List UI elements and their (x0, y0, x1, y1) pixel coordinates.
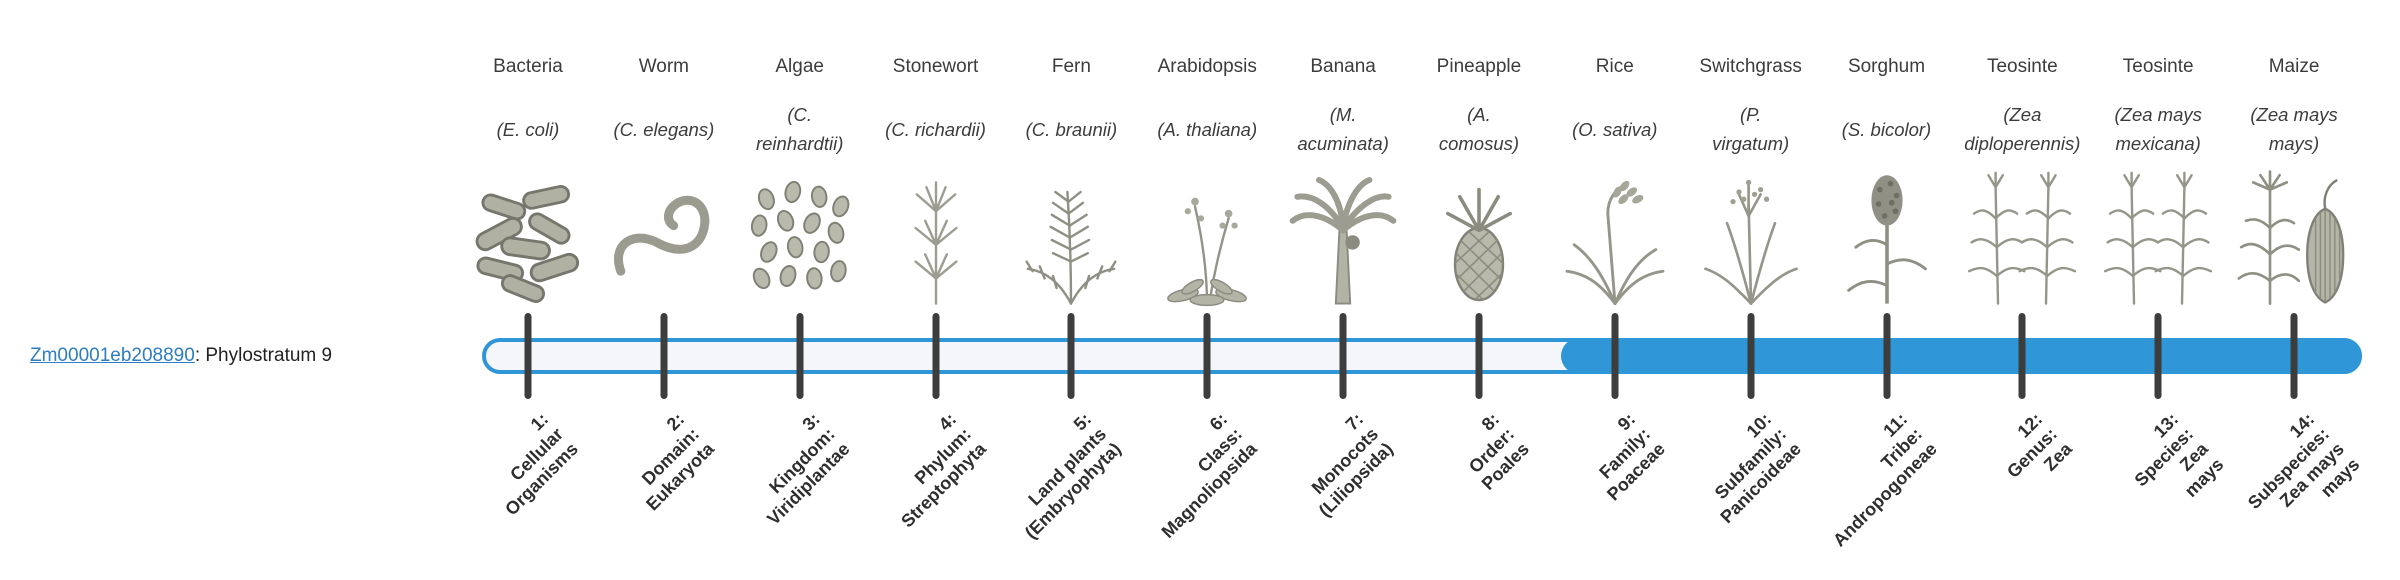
organism-scientific-name: (M. acuminata) (1297, 104, 1389, 154)
fern-illustration (1011, 166, 1131, 308)
gene-phylostratum-text: : Phylostratum 9 (194, 345, 333, 366)
organism-scientific-name: (P. virgatum) (1712, 104, 1790, 154)
organism-scientific-name: (S. bicolor) (1841, 118, 1932, 140)
stratum-label: 1: Cellular Organisms (501, 409, 583, 520)
gene-link[interactable]: Zm00001eb208890 (30, 345, 195, 366)
organism-name: Teosinte (1986, 56, 2058, 77)
timeline-tick (1611, 313, 1619, 399)
gene-label: Zm00001eb208890: Phylostratum 9 (30, 345, 332, 367)
organism-name: Switchgrass (1699, 56, 1802, 77)
stratum-label: 8: Order: Poales (1465, 409, 1534, 495)
organism-scientific-name: (Zea diploperennis) (1964, 104, 2081, 154)
timeline-tick (796, 313, 804, 399)
organism-name: Worm (638, 56, 689, 77)
stratum-label: 7: Monocots (Liliopsida) (1308, 409, 1398, 522)
stratum-label: 11: Tribe: Andropogoneae (1828, 409, 1941, 551)
organism-name: Maize (2268, 56, 2320, 77)
organism-scientific-name: (Zea mays mexicana) (2114, 104, 2202, 154)
stonewort-illustration (876, 166, 996, 308)
timeline-tick (2290, 313, 2298, 399)
organism-name: Stonewort (892, 56, 979, 77)
banana-illustration (1283, 166, 1403, 308)
timeline-tick (1475, 313, 1483, 399)
organism-name: Algae (775, 56, 824, 77)
stratum-label: 14: Subspecies: Zea mays mays (2244, 409, 2364, 514)
organism-name: Bacteria (493, 56, 563, 77)
organism-name: Rice (1595, 56, 1634, 77)
stratum-label: 13: Species: Zea mays (2130, 409, 2228, 501)
stratum-label: 6: Class: Magnoliopsida (1158, 409, 1262, 543)
timeline-tick (2154, 313, 2162, 399)
organism-name: Banana (1310, 56, 1376, 77)
timeline-tick (1067, 313, 1075, 399)
stratum-label: 5: Land plants (Embryophyta) (1021, 409, 1126, 543)
timeline-tick (1203, 313, 1211, 399)
stratum-label: 9: Family: Poaceae (1595, 409, 1669, 505)
stratum-label: 4: Phylum: Streptophyta (897, 409, 990, 532)
organism-scientific-name: (A. comosus) (1438, 104, 1520, 154)
organism-name: Pineapple (1436, 56, 1522, 77)
timeline-tick (932, 313, 940, 399)
organism-name: Teosinte (2122, 56, 2194, 77)
stratum-label: 10: Subfamily: Panicoideae (1710, 409, 1805, 528)
teosinte-illustration (2098, 166, 2218, 308)
stratum-label: 2: Domain: Eukaryota (637, 409, 719, 515)
teosinte-illustration (1962, 166, 2082, 308)
rice-illustration (1555, 166, 1675, 308)
organism-scientific-name: (E. coli) (496, 118, 560, 140)
organism-scientific-name: (C. richardii) (885, 118, 986, 140)
switchgrass-illustration (1691, 166, 1811, 308)
organism-name: Sorghum (1847, 56, 1926, 77)
organism-scientific-name: (C. elegans) (613, 118, 715, 140)
organism-scientific-name: (Zea mays mays) (2250, 104, 2338, 154)
organism-name: Fern (1051, 56, 1091, 77)
stratum-label: 12: Genus: Zea (2003, 409, 2077, 483)
organism-scientific-name: (A. thaliana) (1157, 118, 1258, 140)
organism-scientific-name: (O. sativa) (1572, 118, 1658, 140)
bacteria-illustration (468, 166, 588, 308)
pineapple-illustration (1419, 166, 1539, 308)
maize-illustration (2234, 166, 2354, 308)
timeline-tick (660, 313, 668, 399)
timeline-tick (2018, 313, 2026, 399)
worm-illustration (604, 166, 724, 308)
organism-scientific-name: (C. reinhardtii) (755, 104, 844, 154)
timeline-tick (1747, 313, 1755, 399)
algae-illustration (740, 166, 860, 308)
timeline-tick (524, 313, 532, 399)
organism-name: Arabidopsis (1157, 56, 1257, 77)
timeline-tick (1883, 313, 1890, 399)
stratum-label: 3: Kingdom: Viridiplantae (763, 409, 854, 530)
arabidopsis-illustration (1147, 166, 1267, 308)
sorghum-illustration (1827, 166, 1947, 308)
timeline-fill (1560, 338, 2362, 374)
organism-scientific-name: (C. braunii) (1025, 118, 1118, 140)
timeline-tick (1339, 313, 1347, 399)
